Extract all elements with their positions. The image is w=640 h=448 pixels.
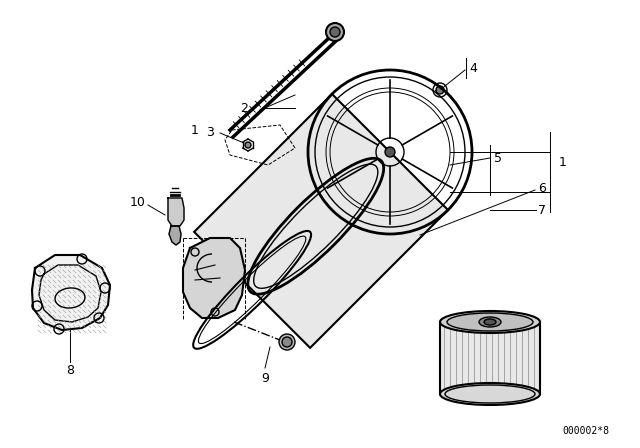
Circle shape (330, 27, 340, 37)
Text: 8: 8 (66, 363, 74, 376)
Ellipse shape (440, 383, 540, 405)
Polygon shape (169, 226, 181, 245)
Polygon shape (32, 255, 110, 330)
Text: 10: 10 (130, 195, 146, 208)
Circle shape (282, 337, 292, 347)
Ellipse shape (440, 311, 540, 333)
Ellipse shape (484, 319, 496, 325)
Circle shape (279, 334, 295, 350)
Text: 6: 6 (538, 181, 546, 194)
Ellipse shape (447, 313, 533, 331)
Text: 1: 1 (559, 155, 567, 168)
Text: 4: 4 (469, 61, 477, 74)
Circle shape (326, 23, 344, 41)
Text: 2: 2 (240, 102, 248, 115)
Circle shape (436, 86, 444, 94)
Text: 5: 5 (494, 151, 502, 164)
Polygon shape (168, 198, 184, 226)
Text: 9: 9 (261, 371, 269, 384)
Text: 3: 3 (206, 125, 214, 138)
Polygon shape (194, 94, 448, 348)
Text: 1: 1 (191, 124, 199, 137)
Polygon shape (440, 322, 540, 394)
Circle shape (385, 147, 395, 157)
Ellipse shape (479, 317, 501, 327)
Text: 000002*8: 000002*8 (562, 426, 609, 436)
Polygon shape (183, 238, 245, 318)
Circle shape (245, 142, 251, 148)
Text: 7: 7 (538, 203, 546, 216)
